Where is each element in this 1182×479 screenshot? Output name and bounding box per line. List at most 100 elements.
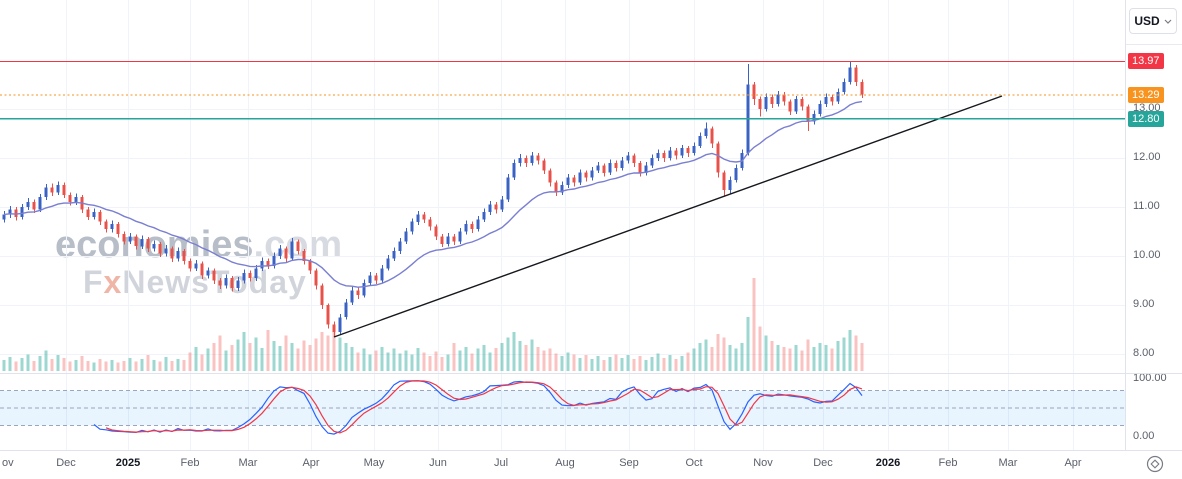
volume-bar (830, 348, 834, 371)
candle-body (452, 236, 456, 242)
candle-body (128, 236, 132, 242)
candle-body (836, 91, 840, 102)
candle-body (104, 221, 108, 229)
time-label: 2025 (115, 457, 141, 469)
candle-body (254, 268, 258, 279)
volume-bar (392, 348, 396, 371)
volume-bar (590, 358, 594, 371)
volume-bar (404, 350, 408, 371)
volume-bar (458, 350, 462, 371)
candle-body (668, 150, 672, 158)
volume-bar (788, 348, 792, 371)
candle-body (812, 113, 816, 122)
volume-bar (512, 331, 516, 371)
candle-body (560, 185, 564, 193)
candle-body (134, 236, 138, 247)
volume-bar (134, 361, 138, 371)
candle-body (728, 180, 732, 190)
volume-bar (824, 344, 828, 371)
volume-bar (374, 350, 378, 371)
candle-body (290, 241, 294, 259)
candle-body (854, 67, 858, 83)
volume-bar (26, 354, 30, 371)
volume-bar (572, 354, 576, 371)
candle-body (818, 104, 822, 114)
candle-body (848, 67, 852, 83)
volume-bar (224, 350, 228, 371)
candle-body (272, 256, 276, 266)
candle-body (716, 143, 720, 173)
volume-bar (662, 357, 666, 371)
candle-body (584, 172, 588, 178)
time-label: 2026 (875, 457, 901, 469)
time-label: Nov (753, 457, 773, 469)
price-tick-label: 8.00 (1133, 347, 1155, 359)
candle-body (344, 302, 348, 318)
candle-body (386, 258, 390, 269)
volume-bar (314, 338, 318, 371)
price-axis[interactable]: 13.00 12.00 11.00 10.00 9.00 8.00 100.00 0.00 13… (1125, 0, 1182, 450)
volume-bar (110, 359, 114, 371)
volume-bar (776, 344, 780, 371)
currency-toggle-button[interactable]: USD (1129, 8, 1177, 34)
volume-bar (632, 358, 636, 371)
volume-bar (62, 357, 66, 371)
candle-body (614, 162, 618, 168)
volume-bar (236, 339, 240, 371)
candle-body (518, 158, 522, 163)
volume-bar (728, 344, 732, 371)
chart-canvas[interactable] (0, 0, 1125, 450)
candle-body (488, 204, 492, 212)
volume-bar (188, 352, 192, 371)
candle-body (308, 260, 312, 271)
time-label: ov (2, 457, 14, 469)
volume-bar (836, 341, 840, 371)
candle-body (794, 99, 798, 112)
candle-body (50, 187, 54, 193)
candle-body (74, 197, 78, 203)
volume-bar (242, 331, 246, 371)
candle-body (638, 162, 642, 173)
candle-body (356, 290, 360, 296)
volume-bar (140, 358, 144, 371)
volume-bar (806, 339, 810, 371)
candle-body (200, 263, 204, 276)
time-axis-settings-icon[interactable] (1145, 454, 1165, 474)
volume-bar (332, 328, 336, 371)
volume-bar (854, 335, 858, 371)
volume-bar (548, 348, 552, 371)
candle-body (98, 211, 102, 222)
volume-bar (356, 352, 360, 371)
volume-bar (494, 347, 498, 371)
volume-bar (764, 335, 768, 371)
candle-body (446, 236, 450, 244)
candle-body (764, 96, 768, 110)
candle-body (122, 234, 126, 242)
candle-body (236, 280, 240, 288)
candle-body (758, 99, 762, 109)
candle-body (644, 165, 648, 173)
time-label: Feb (938, 457, 958, 469)
pane-divider[interactable] (0, 373, 1182, 374)
volume-bar (338, 337, 342, 371)
volume-bar (290, 343, 294, 371)
price-axis-separator (1126, 44, 1182, 45)
price-tick-label: 12.00 (1133, 151, 1161, 163)
volume-bar (176, 358, 180, 371)
volume-bar (794, 344, 798, 371)
candle-body (152, 243, 156, 249)
price-tick-label: 11.00 (1133, 200, 1160, 212)
support-price-tag: 12.80 (1128, 111, 1164, 127)
volume-bar (86, 360, 90, 371)
volume-bar (218, 335, 222, 371)
volume-bar (122, 360, 126, 371)
candle-body (26, 202, 30, 207)
trendline (333, 95, 1003, 338)
volume-bar (248, 343, 252, 371)
candle-body (734, 167, 738, 181)
candle-body (314, 270, 318, 286)
volume-bar (812, 346, 816, 371)
volume-bar (680, 356, 684, 371)
time-axis[interactable]: ov Dec 2025 Feb Mar Apr May Jun Jul Aug Sep Oct Nov D… (0, 450, 1182, 479)
